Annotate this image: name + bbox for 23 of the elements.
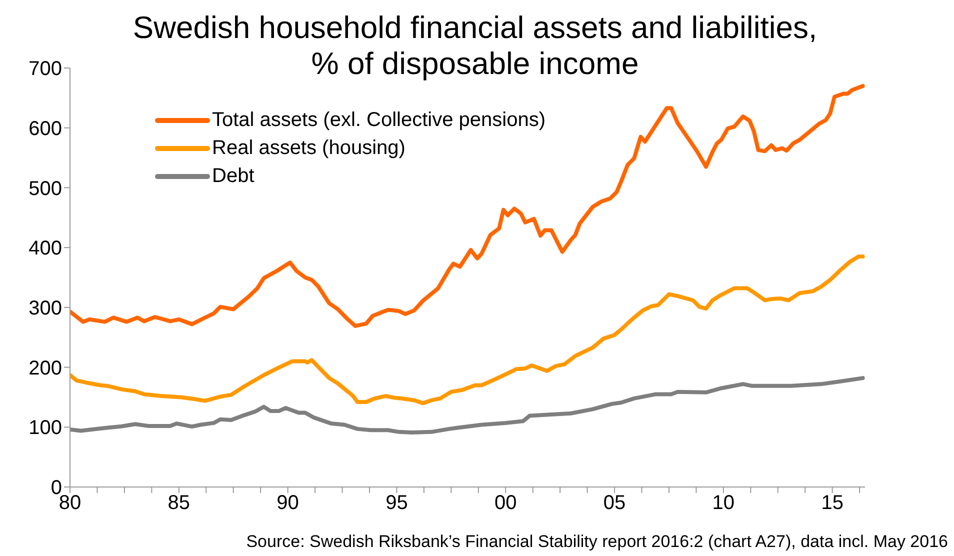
y-tick-label: 300 — [28, 298, 62, 320]
y-tick-label: 700 — [28, 58, 62, 80]
y-tick-label: 400 — [28, 238, 62, 260]
x-tick-label: 80 — [58, 492, 82, 514]
y-tick-label: 200 — [28, 357, 62, 380]
legend-label: Real assets (housing) — [212, 136, 406, 161]
x-tick-label: 05 — [603, 492, 626, 514]
y-tick-label: 600 — [28, 118, 62, 140]
x-tick-label: 90 — [276, 492, 299, 514]
legend-label: Total assets (exl. Collective pensions) — [212, 108, 546, 133]
y-tick-label: 500 — [28, 178, 62, 200]
x-tick-label: 15 — [821, 492, 844, 514]
chart-title: Swedish household financial assets and liabilities, % of disposable income — [132, 10, 818, 81]
y-tick-label: 100 — [28, 417, 62, 440]
line-series — [70, 376, 865, 435]
x-tick-label: 95 — [386, 492, 408, 514]
x-tick-label: 10 — [712, 492, 735, 514]
x-tick-label: 85 — [168, 492, 190, 514]
x-tick-label: 00 — [494, 492, 517, 514]
line-series — [70, 84, 865, 328]
source-note: Source: Swedish Riksbank’s Financial Stability report 2016:2 (chart A27), data incl. May 2016 — [246, 532, 948, 552]
legend-label: Debt — [212, 164, 254, 189]
line-series — [70, 254, 865, 406]
